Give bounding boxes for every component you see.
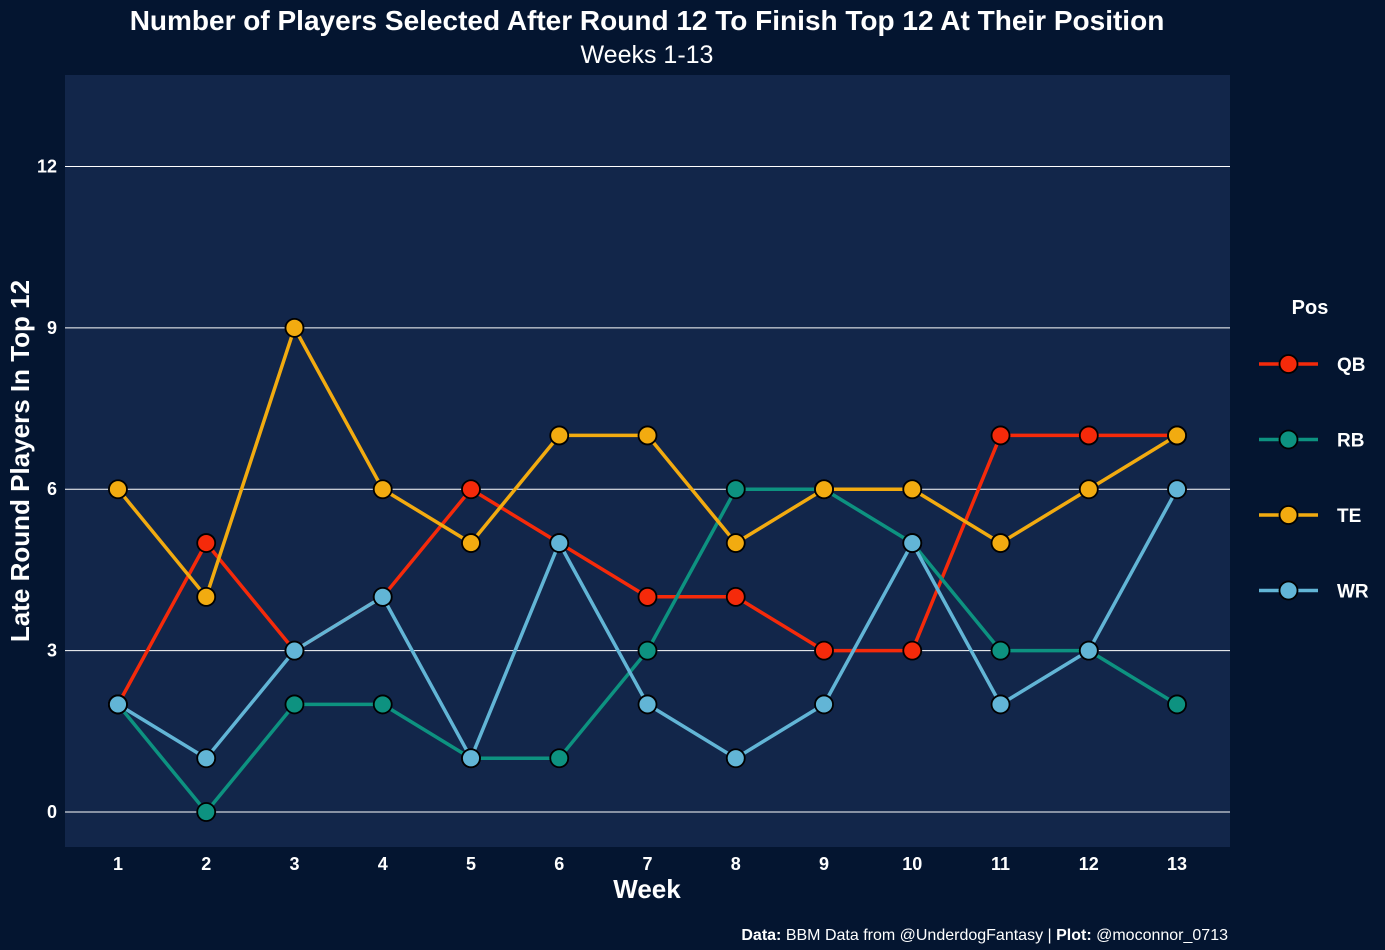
legend-swatch-marker [1278,580,1299,601]
point-rb-week-11 [990,640,1011,661]
point-te-week-5 [461,533,481,553]
point-te-week-10 [902,479,923,500]
caption-plot-label: Plot: [1056,927,1092,944]
x-tick-label: 1 [113,854,123,874]
point-qb-week-9 [814,640,834,661]
x-tick-label: 9 [819,854,829,874]
caption-plot-text: @moconnor_0713 [1096,927,1228,944]
point-te-week-1 [108,479,128,500]
x-tick-label: 12 [1079,854,1099,874]
point-rb-week-3 [284,694,305,715]
point-qb-week-7 [637,586,658,607]
point-te-week-8 [725,533,746,553]
point-wr-week-4 [372,586,393,607]
chart-title: Number of Players Selected After Round 1… [130,5,1165,36]
legend-swatch-marker [1278,354,1299,374]
caption: Data: BBM Data from @UnderdogFantasy | P… [741,927,1228,944]
point-wr-week-7 [637,694,658,715]
point-te-week-4 [372,479,393,500]
point-rb-week-6 [549,748,570,769]
x-axis-ticks: 1 2 3 4 5 6 7 8 9 10 11 12 13 [113,854,1187,874]
y-axis-ticks: 0 3 6 9 12 [37,156,57,822]
point-te-week-9 [814,479,834,500]
legend-item-wr: WR [1259,580,1369,603]
x-tick-label: 8 [731,854,741,874]
legend-label: TE [1337,506,1361,527]
point-wr-week-3 [284,640,305,661]
y-tick-label: 3 [47,641,57,661]
x-tick-label: 4 [378,854,388,874]
point-qb-week-8 [725,586,746,607]
x-tick-label: 11 [991,854,1010,874]
x-tick-label: 6 [554,854,564,874]
point-qb-week-10 [902,640,923,661]
point-qb-week-11 [990,425,1011,446]
legend-swatch-marker [1278,429,1299,450]
legend: Pos QB RB TE WR [1259,297,1369,603]
legend-swatch-marker [1278,505,1299,525]
legend-title: Pos [1292,297,1329,319]
point-wr-week-13 [1167,479,1187,500]
point-te-week-6 [549,425,570,446]
point-qb-week-5 [461,479,481,500]
x-tick-label: 10 [902,854,922,874]
x-tick-label: 7 [642,854,652,874]
y-tick-label: 0 [47,802,57,822]
point-wr-week-10 [902,533,923,553]
point-rb-week-8 [725,479,746,500]
y-tick-label: 6 [47,479,57,499]
x-tick-label: 3 [289,854,299,874]
point-te-week-2 [196,586,217,607]
point-rb-week-13 [1167,694,1187,715]
y-tick-label: 12 [37,156,57,176]
point-wr-week-6 [549,533,570,553]
x-tick-label: 5 [466,854,476,874]
point-te-week-7 [637,425,658,446]
legend-label: WR [1337,582,1369,603]
series-points [108,317,1187,822]
legend-label: RB [1337,431,1364,452]
plot-panel [65,75,1230,847]
point-te-week-3 [284,317,305,338]
chart-subtitle: Weeks 1-13 [581,41,714,69]
point-wr-week-12 [1078,640,1099,661]
point-wr-week-11 [990,694,1011,715]
legend-item-qb: QB [1259,354,1366,376]
point-rb-week-7 [637,640,658,661]
point-te-week-11 [990,533,1011,553]
x-axis-title: Week [613,874,681,904]
point-rb-week-2 [196,802,217,822]
point-te-week-13 [1167,425,1187,446]
point-qb-week-2 [196,533,217,553]
caption-data-text: BBM Data from @UnderdogFantasy | [786,927,1056,944]
caption-data-label: Data: [741,927,781,944]
legend-item-rb: RB [1259,429,1364,452]
point-rb-week-4 [372,694,393,715]
point-wr-week-1 [108,694,128,715]
y-tick-label: 9 [47,318,57,338]
point-wr-week-2 [196,748,217,769]
x-tick-label: 13 [1167,854,1187,874]
x-tick-label: 2 [201,854,211,874]
y-axis-title: Late Round Players In Top 12 [5,280,35,642]
point-te-week-12 [1078,479,1099,500]
legend-item-te: TE [1259,505,1361,527]
point-wr-week-5 [461,748,481,769]
legend-label: QB [1337,355,1366,376]
point-qb-week-12 [1078,425,1099,446]
point-wr-week-8 [725,748,746,769]
point-wr-week-9 [814,694,834,715]
